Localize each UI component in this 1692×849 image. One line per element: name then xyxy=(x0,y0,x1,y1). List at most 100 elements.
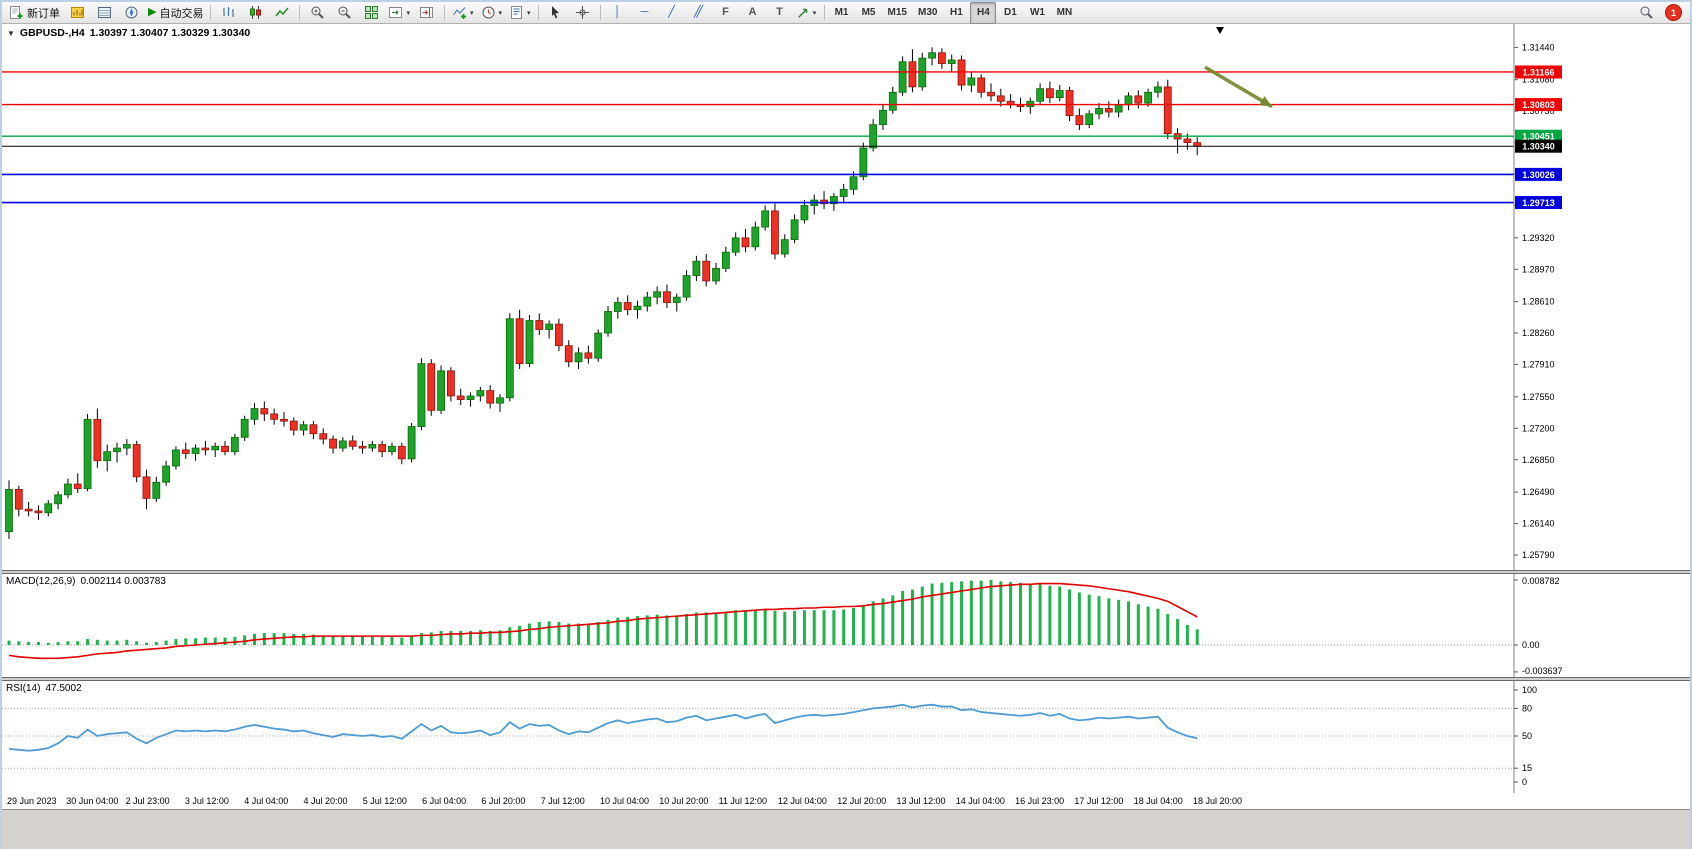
trend-arrow-annotation[interactable] xyxy=(1204,65,1273,109)
svg-text:-0.003637: -0.003637 xyxy=(1522,666,1563,676)
trendline-button[interactable]: ╱ xyxy=(659,2,685,24)
toolbar-separator xyxy=(599,5,601,20)
time-axis-label: 4 Jul 20:00 xyxy=(303,796,348,806)
market-watch-icon xyxy=(70,7,84,18)
timeframe-h1-button[interactable]: H1 xyxy=(950,7,963,18)
indicators-button[interactable]: ▾ xyxy=(449,2,477,24)
autotrading-button[interactable]: ▶ 自动交易 xyxy=(145,2,206,24)
chart-shift-marker[interactable] xyxy=(1216,27,1224,34)
templates-icon xyxy=(511,6,523,19)
time-axis-label: 13 Jul 12:00 xyxy=(896,796,946,806)
rsi-axis[interactable]: 100 80 50 15 0 xyxy=(1514,685,1537,787)
label-button[interactable]: T xyxy=(767,2,793,24)
data-window-button[interactable] xyxy=(91,2,117,24)
templates-button[interactable]: ▾ xyxy=(506,2,534,24)
timeframe-w1-button[interactable]: W1 xyxy=(1029,7,1045,18)
timeframe-d1-button[interactable]: D1 xyxy=(1004,7,1017,18)
main-chart-canvas[interactable]: 1.314401.310801.307301.303801.300301.296… xyxy=(2,24,1690,570)
svg-text:1.28610: 1.28610 xyxy=(1522,297,1555,307)
timeframe-m5-button[interactable]: M5 xyxy=(861,7,876,18)
dropdown-caret-icon[interactable]: ▾ xyxy=(527,9,531,17)
svg-text:1.30730: 1.30730 xyxy=(1522,106,1555,116)
zoom-out-button[interactable] xyxy=(331,2,357,24)
rsi-line xyxy=(8,703,1198,752)
tile-windows-button[interactable] xyxy=(358,2,384,24)
main-chart-panel: 1.314401.310801.307301.303801.300301.296… xyxy=(2,24,1690,570)
channel-button[interactable]: ╱╱ xyxy=(686,2,712,24)
channel-icon: ╱╱ xyxy=(693,6,703,18)
dropdown-caret-icon[interactable]: ▾ xyxy=(498,9,503,17)
zoom-out-icon xyxy=(338,6,351,19)
fibonacci-button[interactable]: F xyxy=(713,2,739,24)
timeframe-m15-button[interactable]: M15 xyxy=(887,7,907,18)
svg-text:1.28970: 1.28970 xyxy=(1522,264,1555,274)
line-chart-button[interactable] xyxy=(269,2,295,24)
periods-button[interactable]: ▾ xyxy=(478,2,506,24)
candlestick-chart-icon xyxy=(249,6,261,19)
svg-text:1.30340: 1.30340 xyxy=(1522,142,1555,152)
price-badge xyxy=(1515,139,1562,153)
label-icon: T xyxy=(776,6,783,18)
bottom-strip xyxy=(2,809,1690,849)
time-axis-label: 3 Jul 12:00 xyxy=(184,796,229,806)
navigator-button[interactable] xyxy=(118,2,144,24)
svg-text:1.26490: 1.26490 xyxy=(1522,487,1555,497)
svg-text:1.28260: 1.28260 xyxy=(1522,328,1555,338)
rsi-name: RSI(14) xyxy=(6,683,41,694)
notification-badge[interactable]: 1 xyxy=(1665,4,1682,21)
dropdown-caret-icon[interactable]: ▾ xyxy=(406,9,410,17)
macd-values: 0.002114 0.003783 xyxy=(80,576,166,587)
time-axis-label: 12 Jul 20:00 xyxy=(837,796,887,806)
dropdown-caret-icon[interactable]: ▾ xyxy=(812,9,817,17)
chart-symbol-label: GBPUSD-,H4 xyxy=(19,27,85,39)
dropdown-caret-icon[interactable]: ▾ xyxy=(469,9,474,17)
new-order-icon xyxy=(10,6,23,19)
svg-text:1.27910: 1.27910 xyxy=(1522,360,1555,370)
zoom-in-button[interactable] xyxy=(304,2,330,24)
new-order-button[interactable]: 新订单 xyxy=(6,2,63,24)
search-icon xyxy=(1640,6,1653,19)
time-axis-label: 18 Jul 04:00 xyxy=(1133,796,1183,806)
bar-chart-button[interactable] xyxy=(215,2,241,24)
search-button[interactable] xyxy=(1633,2,1659,24)
time-axis[interactable]: 29 Jun 2023 30 Jun 04:00 2 Jul 23:00 3 Jul … xyxy=(2,793,1690,809)
price-axis[interactable]: 1.314401.310801.307301.303801.300301.296… xyxy=(1514,42,1555,560)
shapes-button[interactable]: ▾ xyxy=(794,2,820,24)
vertical-line-button[interactable]: │ xyxy=(605,2,631,24)
horizontal-line-button[interactable]: ─ xyxy=(632,2,658,24)
panel-divider[interactable] xyxy=(2,677,1690,681)
rsi-canvas[interactable]: 100 80 50 15 0 xyxy=(2,681,1690,793)
text-button[interactable]: A xyxy=(740,2,766,24)
timeframe-m30-button[interactable]: M30 xyxy=(917,7,938,18)
market-watch-button[interactable] xyxy=(64,2,90,24)
timeframe-m1-button[interactable]: M1 xyxy=(834,7,849,18)
time-axis-label: 5 Jul 12:00 xyxy=(362,796,407,806)
panel-divider[interactable] xyxy=(2,570,1690,574)
timeframe-h4-button[interactable]: H4 xyxy=(970,1,997,24)
cursor-button[interactable] xyxy=(543,2,569,24)
notification-count: 1 xyxy=(1670,7,1676,18)
text-icon: A xyxy=(748,6,757,18)
svg-text:0: 0 xyxy=(1522,777,1527,787)
auto-scroll-button[interactable]: ▾ xyxy=(385,2,413,24)
macd-axis[interactable]: 0.008782 0.00 -0.003637 xyxy=(1514,576,1563,676)
svg-text:100: 100 xyxy=(1522,685,1537,695)
price-badge xyxy=(1515,129,1562,143)
crosshair-icon xyxy=(576,6,590,19)
timeframe-mn-button[interactable]: MN xyxy=(1056,7,1073,18)
rsi-value: 47.5002 xyxy=(45,683,82,694)
crosshair-button[interactable] xyxy=(570,2,596,24)
chart-shift-button[interactable] xyxy=(414,2,440,24)
macd-canvas[interactable]: 0.008782 0.00 -0.003637 xyxy=(2,574,1690,677)
time-axis-label: 6 Jul 20:00 xyxy=(481,796,526,806)
svg-text:0.00: 0.00 xyxy=(1522,640,1540,650)
candlestick-chart-button[interactable] xyxy=(242,2,268,24)
svg-text:1.29713: 1.29713 xyxy=(1522,198,1555,208)
svg-text:50: 50 xyxy=(1522,731,1532,741)
tile-windows-icon xyxy=(364,6,378,19)
auto-scroll-icon xyxy=(389,7,403,18)
one-click-trading-caret-icon[interactable]: ▼ xyxy=(7,28,15,38)
svg-text:80: 80 xyxy=(1522,703,1532,713)
